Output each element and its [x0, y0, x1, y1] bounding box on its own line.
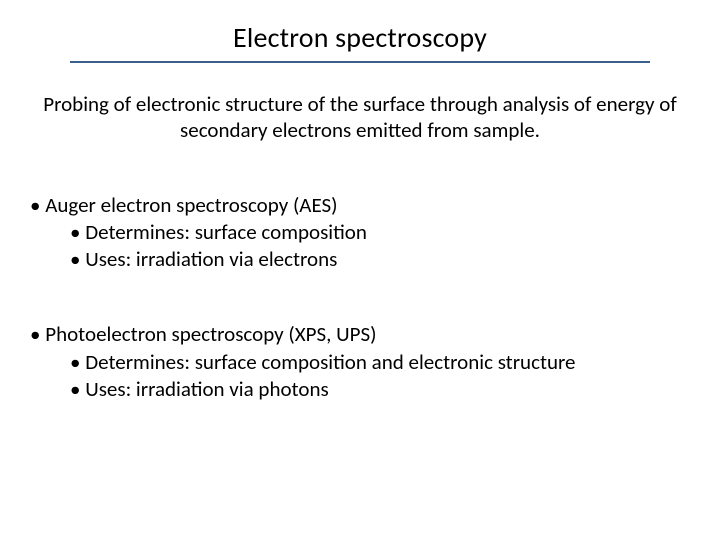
- sub-list: Determines: surface composition and elec…: [70, 349, 690, 404]
- page-title: Electron spectroscopy: [70, 20, 650, 55]
- description-text: Probing of electronic structure of the s…: [40, 91, 680, 144]
- sub-list-item: Determines: surface composition: [70, 219, 690, 246]
- list-item: Auger electron spectroscopy (AES) Determ…: [30, 192, 690, 274]
- bullet-list: Auger electron spectroscopy (AES) Determ…: [30, 192, 690, 404]
- title-container: Electron spectroscopy: [70, 20, 650, 63]
- list-item-label: Photoelectron spectroscopy (XPS, UPS): [30, 321, 690, 348]
- sub-list-item: Uses: irradiation via photons: [70, 376, 690, 403]
- sub-list: Determines: surface composition Uses: ir…: [70, 219, 690, 274]
- list-item: Photoelectron spectroscopy (XPS, UPS) De…: [30, 321, 690, 403]
- list-item-label: Auger electron spectroscopy (AES): [30, 192, 690, 219]
- sub-list-item: Uses: irradiation via electrons: [70, 246, 690, 273]
- sub-list-item: Determines: surface composition and elec…: [70, 349, 690, 376]
